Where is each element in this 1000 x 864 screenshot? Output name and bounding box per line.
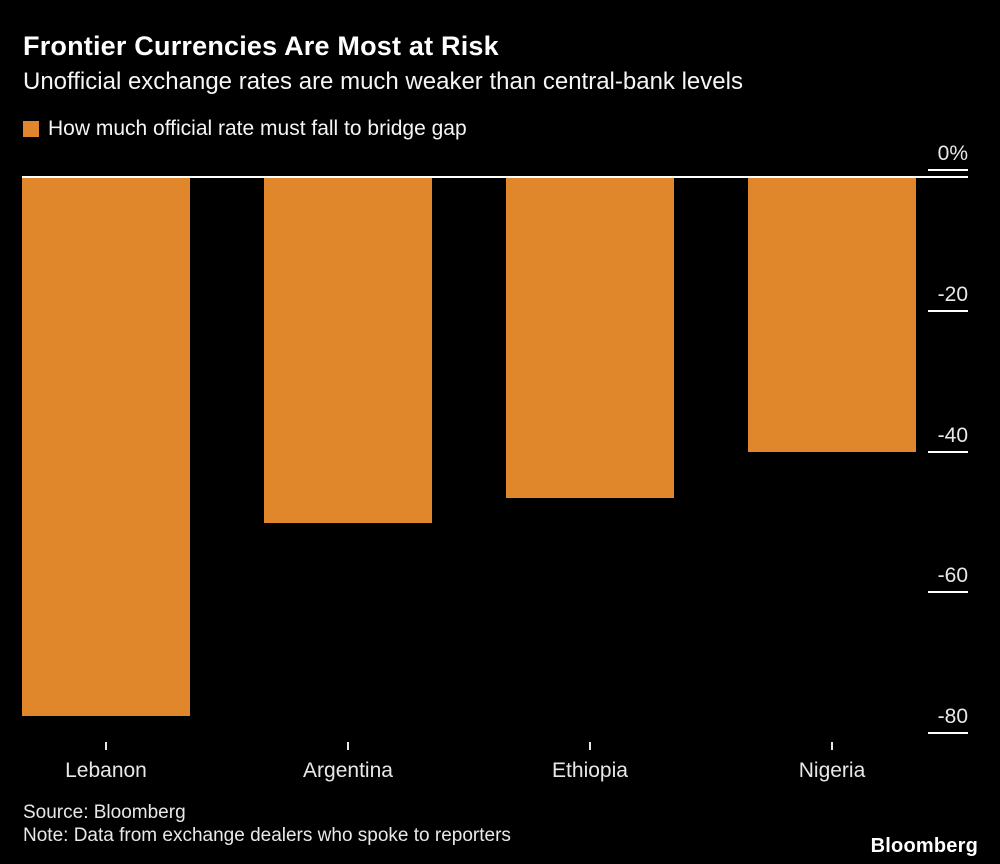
y-axis-label--20: -20 [937,283,968,306]
y-axis-gridline-stub [928,169,968,171]
x-axis-label-nigeria: Nigeria [798,759,866,782]
data-note: Note: Data from exchange dealers who spo… [23,825,511,846]
bar-lebanon [22,178,190,716]
x-axis-label-lebanon: Lebanon [65,759,147,782]
x-axis-tick [589,742,591,750]
legend-swatch-icon [23,121,39,137]
x-axis-label-argentina: Argentina [303,759,393,782]
x-axis-tick [105,742,107,750]
zero-baseline [22,176,968,178]
y-axis-gridline-stub [928,591,968,593]
y-axis-gridline-stub [928,451,968,453]
chart-subtitle: Unofficial exchange rates are much weake… [23,68,743,95]
x-axis-tick [347,742,349,750]
x-axis-tick [831,742,833,750]
bar-argentina [264,178,432,523]
bar-nigeria [748,178,916,452]
y-axis-label--80: -80 [937,705,968,728]
y-axis-gridline-stub [928,732,968,734]
bar-ethiopia [506,178,674,498]
source-note: Source: Bloomberg [23,802,186,823]
y-axis-label-0pct: 0% [937,142,968,165]
bloomberg-logo: Bloomberg [870,835,978,857]
legend: How much official rate must fall to brid… [23,117,467,141]
y-axis-gridline-stub [928,310,968,312]
x-axis-label-ethiopia: Ethiopia [552,759,628,782]
y-axis-label--40: -40 [937,424,968,447]
chart-title: Frontier Currencies Are Most at Risk [23,31,499,61]
legend-label: How much official rate must fall to brid… [48,117,467,140]
y-axis-label--60: -60 [937,564,968,587]
